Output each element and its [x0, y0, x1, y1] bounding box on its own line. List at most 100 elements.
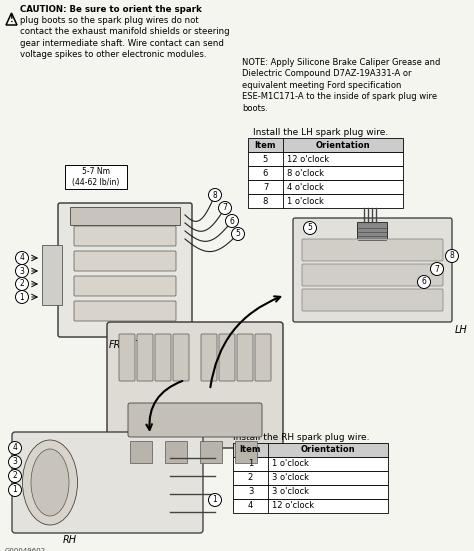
Text: 1: 1 [19, 293, 24, 301]
Text: 1 o'clock: 1 o'clock [287, 197, 324, 206]
Circle shape [303, 222, 317, 235]
Text: 1: 1 [213, 495, 218, 505]
Bar [65, 165, 127, 189]
Circle shape [209, 494, 221, 506]
Text: 8: 8 [213, 191, 218, 199]
Text: 5-7 Nm
(44-62 lb/in): 5-7 Nm (44-62 lb/in) [73, 167, 120, 187]
Text: 4: 4 [19, 253, 25, 262]
FancyBboxPatch shape [107, 322, 283, 448]
Text: 8: 8 [263, 197, 268, 206]
Text: 3 o'clock: 3 o'clock [272, 473, 309, 483]
FancyBboxPatch shape [119, 334, 135, 381]
Text: Orientation: Orientation [301, 446, 356, 455]
Text: 2: 2 [13, 472, 18, 480]
Circle shape [16, 264, 28, 278]
Text: 2: 2 [19, 279, 24, 289]
Text: 4: 4 [13, 444, 18, 452]
Bar [165, 441, 187, 463]
Text: CAUTION: Be sure to orient the spark: CAUTION: Be sure to orient the spark [20, 5, 202, 14]
Bar [70, 207, 180, 225]
Text: 7: 7 [223, 203, 228, 213]
Bar [233, 499, 388, 513]
FancyBboxPatch shape [74, 276, 176, 296]
Circle shape [9, 469, 21, 483]
Text: 8 o'clock: 8 o'clock [287, 169, 324, 177]
FancyBboxPatch shape [173, 334, 189, 381]
FancyBboxPatch shape [293, 218, 452, 322]
Circle shape [231, 228, 245, 240]
Bar [248, 166, 403, 180]
Text: 5: 5 [308, 224, 312, 233]
Text: 1 o'clock: 1 o'clock [272, 460, 309, 468]
Text: 12 o'clock: 12 o'clock [287, 154, 329, 164]
Text: RH: RH [63, 535, 77, 545]
Text: 1: 1 [248, 460, 253, 468]
Bar [42, 245, 62, 305]
FancyBboxPatch shape [12, 432, 203, 533]
FancyBboxPatch shape [137, 334, 153, 381]
Text: 3 o'clock: 3 o'clock [272, 488, 309, 496]
Text: Orientation: Orientation [316, 141, 370, 149]
Bar [248, 194, 403, 208]
Text: 3: 3 [248, 488, 253, 496]
FancyBboxPatch shape [201, 334, 217, 381]
Text: plug boots so the spark plug wires do not
contact the exhaust manifold shields o: plug boots so the spark plug wires do no… [20, 16, 229, 60]
Text: G00049602: G00049602 [5, 548, 46, 551]
Text: 8: 8 [450, 251, 455, 261]
Circle shape [446, 250, 458, 262]
FancyBboxPatch shape [219, 334, 235, 381]
Text: 12 o'clock: 12 o'clock [272, 501, 314, 510]
FancyBboxPatch shape [74, 301, 176, 321]
FancyBboxPatch shape [128, 403, 262, 437]
Bar [248, 152, 403, 166]
Circle shape [9, 483, 21, 496]
Circle shape [9, 456, 21, 468]
Text: 3: 3 [13, 457, 18, 467]
Circle shape [209, 188, 221, 202]
Ellipse shape [22, 440, 78, 525]
FancyBboxPatch shape [155, 334, 171, 381]
Text: Item: Item [240, 446, 261, 455]
Text: LH: LH [455, 325, 468, 335]
Text: 4 o'clock: 4 o'clock [287, 182, 324, 192]
Bar [200, 441, 222, 463]
Text: !: ! [9, 15, 13, 24]
FancyBboxPatch shape [74, 251, 176, 271]
Text: 3: 3 [19, 267, 25, 276]
Bar [233, 443, 388, 457]
Circle shape [16, 290, 28, 304]
Text: 6: 6 [229, 217, 235, 225]
Circle shape [16, 278, 28, 290]
Text: Install the LH spark plug wire.: Install the LH spark plug wire. [253, 128, 388, 137]
Circle shape [226, 214, 238, 228]
Bar [235, 441, 257, 463]
FancyBboxPatch shape [302, 289, 443, 311]
Text: 1: 1 [13, 485, 18, 494]
Bar [357, 222, 387, 242]
Bar [248, 138, 403, 152]
Text: NOTE: Apply Silicone Brake Caliper Grease and
Dielectric Compound D7AZ-19A331-A : NOTE: Apply Silicone Brake Caliper Greas… [242, 58, 440, 113]
Text: 7: 7 [263, 182, 268, 192]
Text: FRONT: FRONT [109, 340, 142, 350]
Text: 6: 6 [421, 278, 427, 287]
FancyBboxPatch shape [74, 226, 176, 246]
Circle shape [430, 262, 444, 276]
Bar [233, 457, 388, 471]
Circle shape [418, 276, 430, 289]
Text: 2: 2 [248, 473, 253, 483]
Text: 5: 5 [263, 154, 268, 164]
Text: 4: 4 [248, 501, 253, 510]
FancyBboxPatch shape [255, 334, 271, 381]
Bar [248, 180, 403, 194]
FancyBboxPatch shape [237, 334, 253, 381]
Ellipse shape [31, 449, 69, 516]
Text: Item: Item [255, 141, 276, 149]
Bar [233, 471, 388, 485]
FancyBboxPatch shape [302, 264, 443, 286]
FancyBboxPatch shape [302, 239, 443, 261]
Text: Install the RH spark plug wire.: Install the RH spark plug wire. [233, 433, 370, 442]
Text: 6: 6 [263, 169, 268, 177]
Bar [233, 485, 388, 499]
Text: 7: 7 [435, 264, 439, 273]
FancyBboxPatch shape [58, 203, 192, 337]
